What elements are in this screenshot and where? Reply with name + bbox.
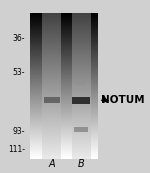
Text: 111-: 111- [8, 145, 25, 154]
Text: 93-: 93- [12, 127, 25, 136]
Bar [44, 97, 60, 103]
Bar [74, 127, 88, 131]
Bar [76, 81, 87, 85]
Text: NOTUM: NOTUM [101, 95, 145, 105]
Text: B: B [78, 159, 84, 169]
Text: 36-: 36- [12, 34, 25, 43]
Bar [42, 13, 61, 159]
Bar [72, 97, 90, 104]
Text: A: A [48, 159, 55, 169]
Bar [30, 13, 97, 159]
Text: 53-: 53- [12, 68, 25, 77]
Bar [72, 13, 90, 159]
